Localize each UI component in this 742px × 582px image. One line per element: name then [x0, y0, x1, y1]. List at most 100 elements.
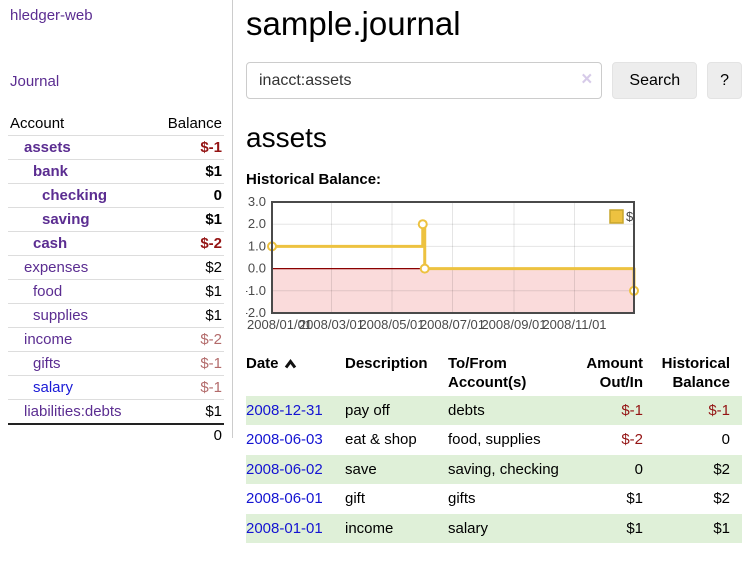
account-row: checking 0 — [8, 184, 224, 208]
accounts-total-value: 0 — [152, 424, 224, 446]
transaction-description: gift — [345, 484, 448, 514]
register-header-date[interactable]: Date — [246, 352, 345, 396]
chart-title: Historical Balance: — [246, 171, 742, 188]
x-tick-label: 2008/05/01 — [359, 317, 424, 332]
transaction-balance: $-1 — [647, 396, 742, 426]
account-row: expenses$2 — [8, 256, 224, 280]
account-link[interactable]: checking — [10, 187, 107, 204]
y-tick-label: 0.0 — [248, 261, 266, 276]
y-tick-label: 2.0 — [248, 216, 266, 231]
transaction-description: save — [345, 455, 448, 485]
account-row: liabilities:debts$1 — [8, 400, 224, 425]
transaction-accounts: gifts — [448, 484, 576, 514]
transaction-description: income — [345, 514, 448, 544]
search-box: × — [246, 62, 602, 99]
transaction-date-link[interactable]: 2008-06-03 — [246, 431, 323, 448]
search-button[interactable]: Search — [612, 62, 697, 99]
app-brand-link[interactable]: hledger-web — [0, 0, 232, 24]
x-tick-label: 2008/09/01 — [481, 317, 546, 332]
account-row: assets $-1 — [8, 136, 224, 160]
search-input[interactable] — [246, 62, 602, 99]
x-tick-label: 2008/03/01 — [299, 317, 364, 332]
account-link[interactable]: supplies — [10, 307, 88, 324]
transaction-amount: $1 — [576, 514, 647, 544]
account-row: gifts$-1 — [8, 352, 224, 376]
search-form: × Search ? — [246, 62, 742, 99]
account-balance: $1 — [152, 280, 224, 304]
account-row: cash $-2 — [8, 232, 224, 256]
y-tick-label: 1.0 — [248, 238, 266, 253]
register-header-balance: Historical Balance — [647, 352, 742, 396]
account-link[interactable]: assets — [10, 139, 71, 156]
register-header-row: Date Description To/From Account(s) Amou… — [246, 352, 742, 396]
transaction-description: eat & shop — [345, 425, 448, 455]
transaction-accounts: food, supplies — [448, 425, 576, 455]
register-header-description: Description — [345, 352, 448, 396]
transaction-date-link[interactable]: 2008-01-01 — [246, 520, 323, 537]
account-link[interactable]: gifts — [10, 355, 61, 372]
account-balance: $-2 — [152, 328, 224, 352]
account-link[interactable]: food — [10, 283, 62, 300]
account-balance: $1 — [152, 160, 224, 184]
account-link[interactable]: cash — [10, 235, 67, 252]
account-balance: $-1 — [152, 136, 224, 160]
transaction-amount: 0 — [576, 455, 647, 485]
account-balance: 0 — [152, 184, 224, 208]
transaction-balance: $2 — [647, 484, 742, 514]
x-tick-label: 2008/11/01 — [542, 317, 606, 332]
historical-balance-chart: $3.02.01.00.0-1.0-2.02008/01/012008/03/0… — [246, 196, 742, 336]
legend-swatch — [610, 210, 623, 223]
page-title: sample.journal — [246, 0, 742, 43]
sidebar: hledger-web Journal Account Balance asse… — [0, 0, 232, 446]
transaction-amount: $-1 — [576, 396, 647, 426]
transaction-accounts: saving, checking — [448, 455, 576, 485]
transaction-amount: $-2 — [576, 425, 647, 455]
account-link[interactable]: income — [10, 331, 72, 348]
transaction-balance: $1 — [647, 514, 742, 544]
clear-search-icon[interactable]: × — [581, 68, 592, 92]
transaction-date-link[interactable]: 2008-12-31 — [246, 402, 323, 419]
register-row: 2008-06-03eat & shopfood, supplies$-20 — [246, 425, 742, 455]
account-row: salary$-1 — [8, 376, 224, 400]
transaction-date-link[interactable]: 2008-06-01 — [246, 490, 323, 507]
account-row: income $-2 — [8, 328, 224, 352]
transaction-accounts: salary — [448, 514, 576, 544]
account-link[interactable]: bank — [10, 163, 68, 180]
account-row: saving $1 — [8, 208, 224, 232]
account-balance: $1 — [152, 208, 224, 232]
register-rows: 2008-12-31pay offdebts$-1$-1 2008-06-03 ea… — [246, 396, 742, 544]
sort-asc-icon — [284, 356, 297, 373]
x-tick-label: 2008/07/01 — [420, 317, 485, 332]
sidebar-journal-link[interactable]: Journal — [0, 73, 232, 90]
transaction-date-link[interactable]: 2008-06-02 — [246, 461, 323, 478]
account-link[interactable]: liabilities:debts — [10, 403, 122, 420]
accounts-table: Account Balance assets $-1 bank $1 checking 0… — [8, 112, 224, 446]
data-point-marker — [421, 265, 429, 273]
account-balance: $-2 — [152, 232, 224, 256]
account-link[interactable]: expenses — [10, 259, 88, 276]
transaction-balance: $2 — [647, 455, 742, 485]
accounts-header-account: Account — [8, 112, 152, 136]
y-tick-label: 3.0 — [248, 196, 266, 209]
register-row: 2008-12-31pay offdebts$-1$-1 — [246, 396, 742, 426]
account-row: food $1 — [8, 280, 224, 304]
account-heading: assets — [246, 122, 742, 154]
account-balance: $1 — [152, 304, 224, 328]
account-link[interactable]: salary — [10, 379, 73, 396]
sidebar-divider — [232, 0, 233, 438]
y-tick-label: -1.0 — [246, 283, 266, 298]
account-link[interactable]: saving — [10, 211, 90, 228]
help-button[interactable]: ? — [707, 62, 742, 99]
register-row: 2008-01-01incomesalary$1$1 — [246, 514, 742, 544]
accounts-header-balance: Balance — [152, 112, 224, 136]
register-header-amount: Amount Out/In — [576, 352, 647, 396]
register-table: Date Description To/From Account(s) Amou… — [246, 352, 742, 543]
data-point-marker — [419, 220, 427, 228]
register-header-accounts: To/From Account(s) — [448, 352, 576, 396]
accounts-total-row: 0 — [8, 424, 224, 446]
transaction-amount: $1 — [576, 484, 647, 514]
register-row: 2008-06-01 giftgifts$1$2 — [246, 484, 742, 514]
chart-canvas: $3.02.01.00.0-1.0-2.02008/01/012008/03/0… — [246, 196, 742, 336]
legend-label: $ — [626, 209, 634, 224]
account-row: bank $1 — [8, 160, 224, 184]
